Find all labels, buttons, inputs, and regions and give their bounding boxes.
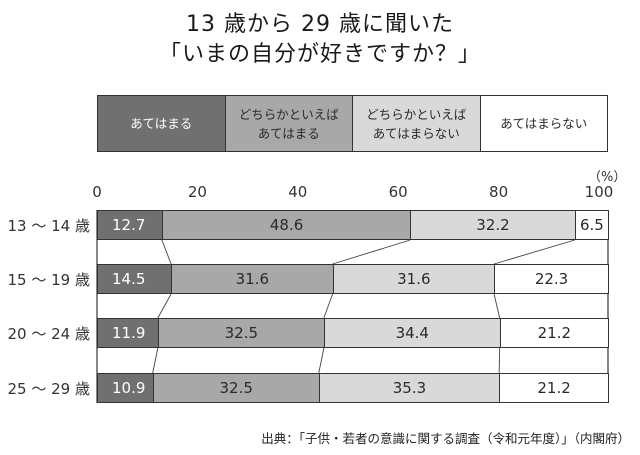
axis-unit: （%） <box>588 170 627 185</box>
x-tick-label: 0 <box>92 183 102 201</box>
row-label: 20 ～ 24 歳 <box>7 325 90 343</box>
bar-segment: 31.6 <box>332 264 496 294</box>
bar-segment: 14.5 <box>97 264 173 294</box>
x-tick-label: 100 <box>584 183 614 201</box>
legend-item-somewhat-disagree: どちらかといえば あてはまらない <box>353 96 481 151</box>
bar-segment: 32.2 <box>410 210 576 240</box>
chart-title-line1: 13 歳から 29 歳に聞いた <box>186 12 454 37</box>
bar-segment: 34.4 <box>323 318 501 348</box>
bar-segment: 11.9 <box>97 318 159 348</box>
bar-segment: 6.5 <box>574 210 609 240</box>
source-note: 出典：「子供・若者の意識に関する調査（令和元年度）」（内閣府） <box>261 431 630 446</box>
x-tick-label: 20 <box>187 183 207 201</box>
bar-segment: 21.2 <box>499 318 609 348</box>
row-label: 15 ～ 19 歳 <box>7 271 90 289</box>
legend: あてはまる どちらかといえば あてはまる どちらかといえば あてはまらない あて… <box>97 95 608 152</box>
bar-segment: 32.5 <box>157 318 325 348</box>
chart-title-line2: 「いまの自分が好きですか？」 <box>158 42 481 67</box>
row-label: 13 ～ 14 歳 <box>7 217 90 235</box>
legend-item-disagree: あてはまらない <box>480 96 607 151</box>
bar-segment: 48.6 <box>161 210 412 240</box>
row-label: 25 ～ 29 歳 <box>7 380 90 398</box>
x-tick-label: 80 <box>489 183 509 201</box>
bar-segment: 35.3 <box>318 373 501 403</box>
legend-item-somewhat-agree: どちらかといえば あてはまる <box>225 96 353 151</box>
x-tick-label: 60 <box>388 183 408 201</box>
bar-segment: 12.7 <box>97 210 163 240</box>
bar-segment: 10.9 <box>97 373 154 403</box>
bar-segment: 32.5 <box>152 373 320 403</box>
x-tick-label: 40 <box>288 183 308 201</box>
bar-segment: 22.3 <box>494 264 609 294</box>
bar-segment: 21.2 <box>499 373 609 403</box>
legend-item-agree: あてはまる <box>98 96 226 151</box>
bar-segment: 31.6 <box>171 264 334 294</box>
